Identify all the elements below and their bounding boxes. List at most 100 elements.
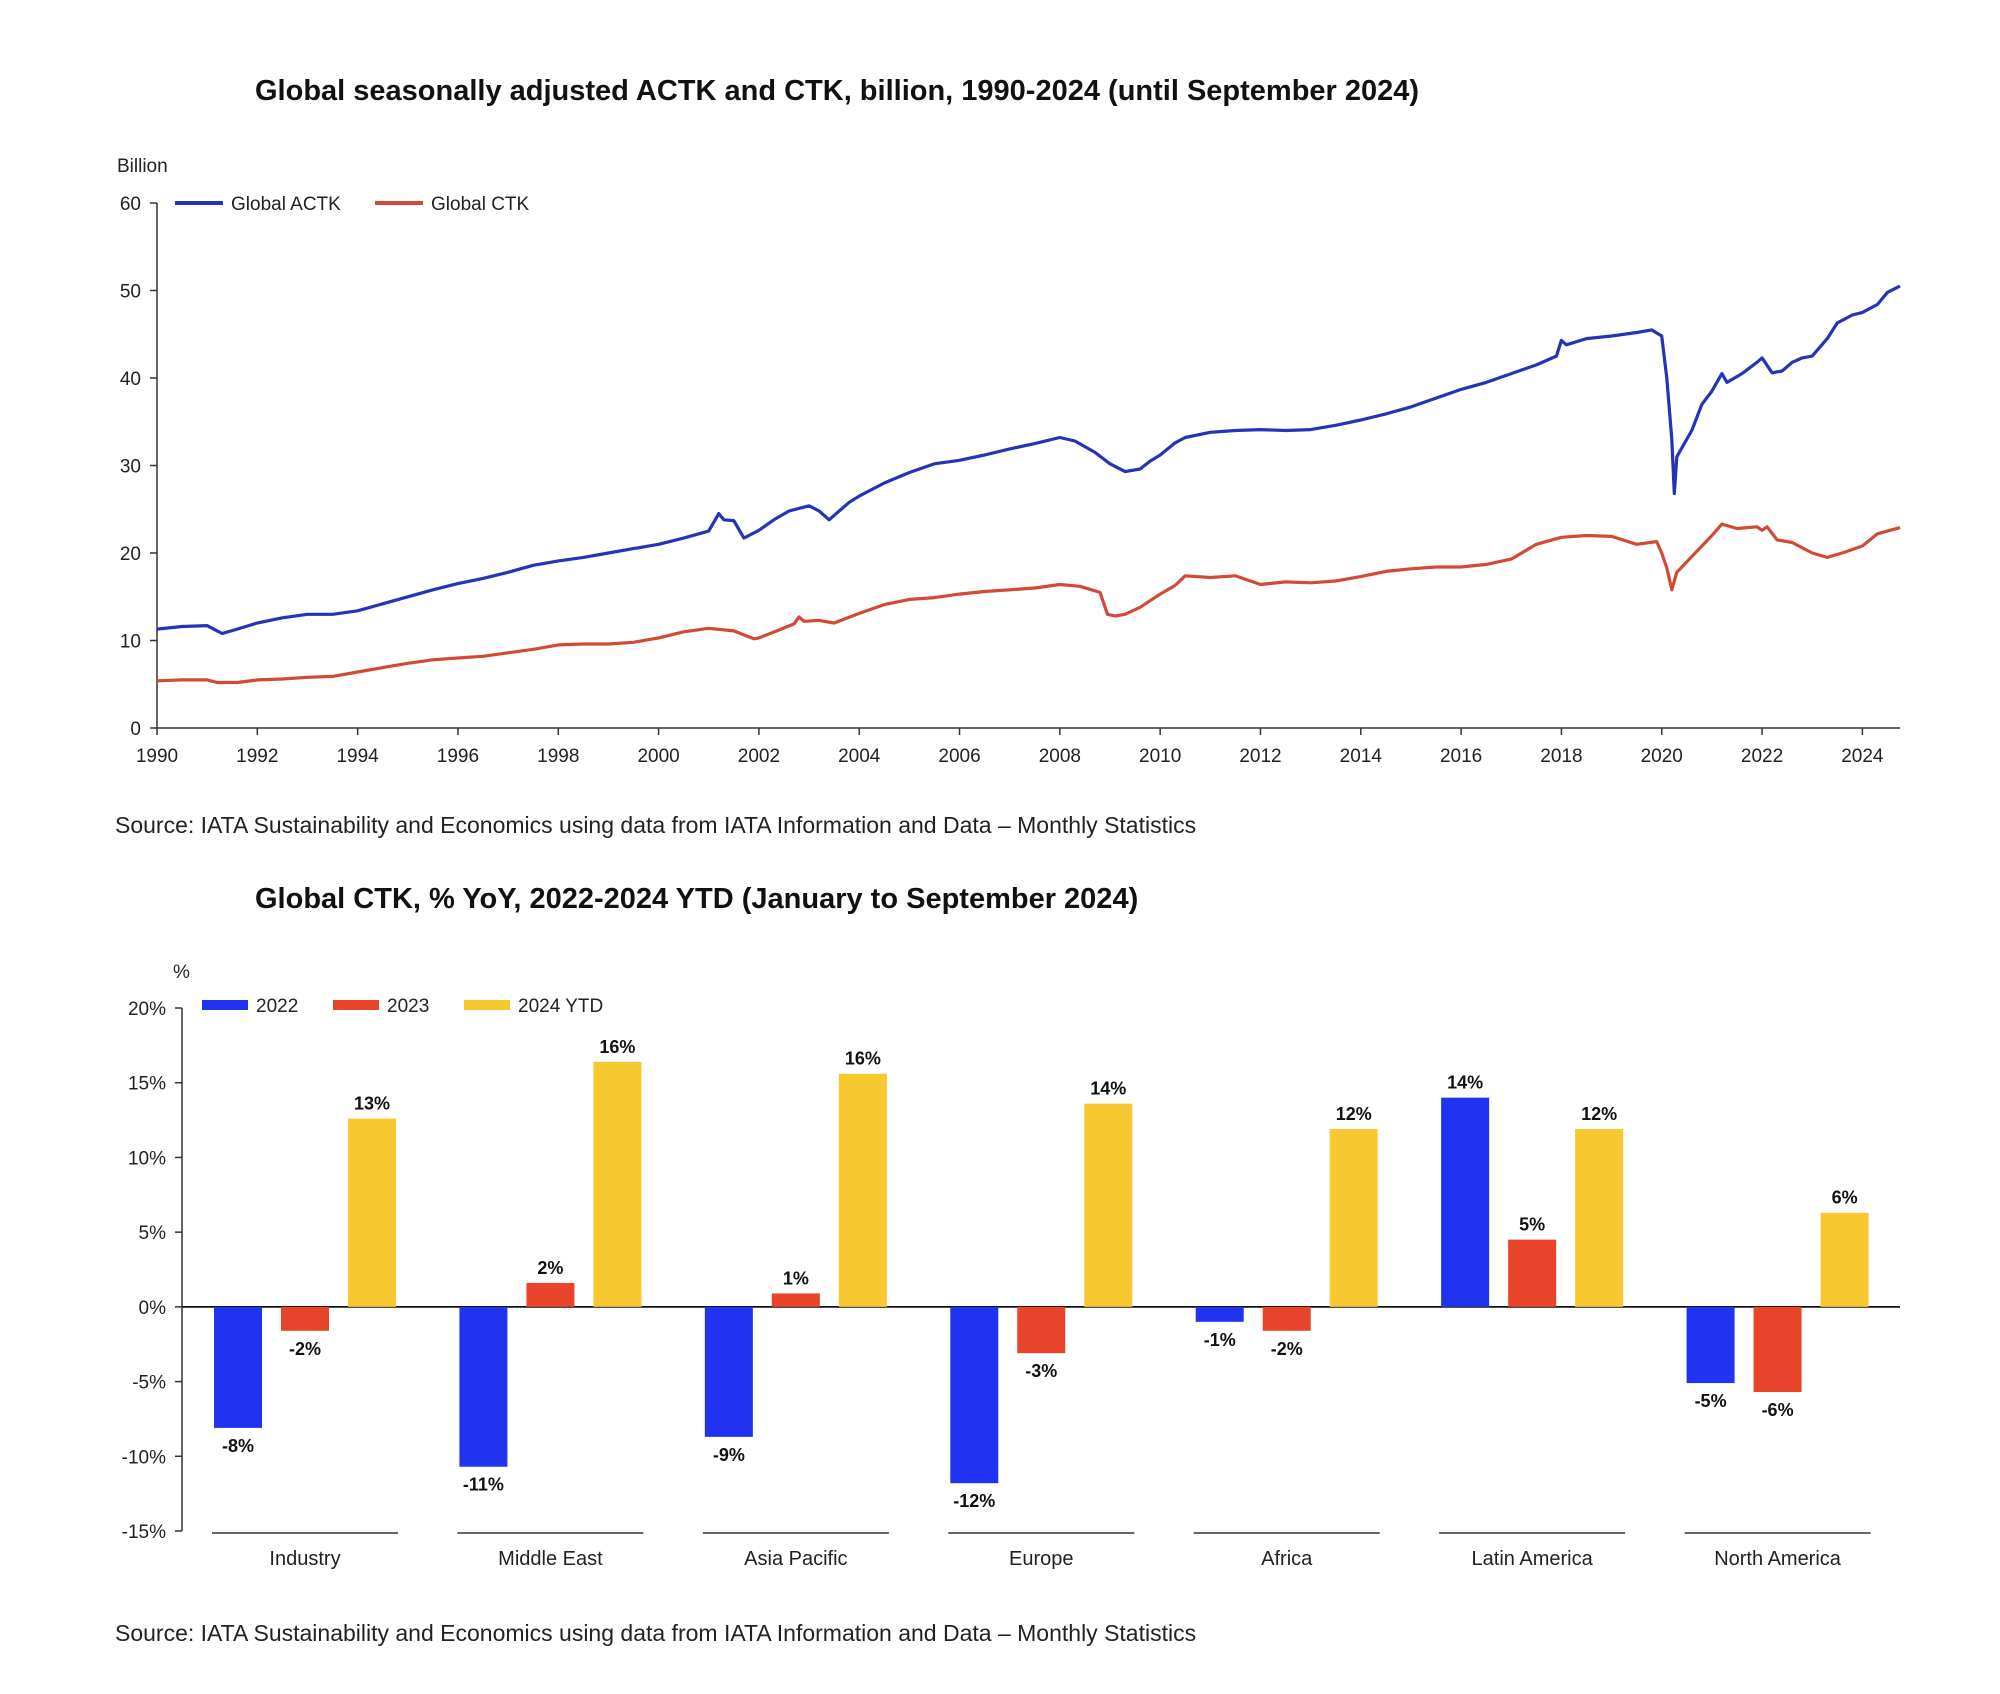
- legend-label-global-actk: Global ACTK: [231, 194, 341, 215]
- data-label-middle-east-2023: 2%: [537, 1258, 563, 1278]
- bar-africa-2023: [1262, 1306, 1311, 1331]
- line-chart-x-tick-label: 2006: [938, 746, 980, 767]
- bar-group-industry: -8% -2% 13% Industry: [212, 1094, 398, 1570]
- data-label-middle-east-2024-ytd: 16%: [599, 1037, 635, 1057]
- bar-latin-america-2022: [1441, 1097, 1490, 1307]
- line-chart-x-tick-label: 1992: [236, 746, 278, 767]
- data-label-middle-east-2022: -11%: [463, 1475, 504, 1495]
- line-chart-source: Source: IATA Sustainability and Economic…: [115, 812, 1197, 838]
- bar-asia-pacific-2023: [771, 1293, 820, 1307]
- line-chart-x-tick-label: 2016: [1440, 746, 1482, 767]
- legend-swatch-2024-ytd: [464, 1000, 510, 1010]
- bar-chart-source: Source: IATA Sustainability and Economic…: [115, 1620, 1197, 1646]
- bar-asia-pacific-2024-ytd: [838, 1073, 887, 1307]
- category-label-middle-east: Middle East: [498, 1548, 603, 1570]
- data-label-africa-2022: -1%: [1204, 1330, 1236, 1350]
- line-chart-x-tick-label: 2024: [1841, 746, 1884, 767]
- data-label-latin-america-2024-ytd: 12%: [1581, 1104, 1617, 1124]
- bar-industry-2024-ytd: [348, 1118, 396, 1307]
- line-chart-x-tick-label: 2018: [1540, 746, 1582, 767]
- line-chart-y-tick-label: 20: [120, 544, 141, 565]
- data-label-africa-2024-ytd: 12%: [1336, 1104, 1372, 1124]
- line-chart-y-tick-label: 10: [120, 632, 141, 653]
- series-line-global-ctk: [156, 522, 1901, 685]
- bar-chart-legend: 2022 2023 2024 YTD: [202, 996, 603, 1017]
- legend-label-2024-ytd: 2024 YTD: [518, 996, 603, 1017]
- line-chart-x-tick-label: 1996: [437, 746, 479, 767]
- bar-group-asia-pacific: -9% 1% 16% Asia Pacific: [702, 1049, 889, 1570]
- bar-chart-title: Global CTK, % YoY, 2022-2024 YTD (Januar…: [255, 883, 1139, 915]
- data-label-asia-pacific-2022: -9%: [713, 1445, 745, 1465]
- bar-group-europe: -12% -3% 14% Europe: [948, 1079, 1135, 1570]
- data-label-industry-2023: -2%: [289, 1339, 321, 1359]
- bar-group-africa: -1% -2% 12% Africa: [1193, 1104, 1380, 1570]
- bar-group-latin-america: 14% 5% 12% Latin America: [1439, 1073, 1626, 1570]
- data-label-north-america-2022: -5%: [1695, 1391, 1727, 1411]
- bar-industry-2022: [214, 1306, 262, 1428]
- bar-middle-east-2023: [526, 1282, 575, 1307]
- data-label-europe-2022: -12%: [953, 1491, 995, 1511]
- data-label-north-america-2024-ytd: 6%: [1832, 1188, 1858, 1208]
- bar-chart-y-tick-label: 20%: [128, 999, 166, 1020]
- bar-middle-east-2022: [459, 1306, 508, 1467]
- data-label-asia-pacific-2023: 1%: [783, 1268, 809, 1288]
- legend-label-2022: 2022: [256, 996, 298, 1017]
- bar-industry-2023: [281, 1306, 329, 1331]
- category-label-europe: Europe: [1009, 1548, 1074, 1570]
- legend-label-2023: 2023: [387, 996, 429, 1017]
- legend-swatch-2022: [202, 1000, 248, 1010]
- line-chart-y-tick-label: 50: [120, 282, 141, 303]
- category-label-industry: Industry: [269, 1548, 340, 1570]
- line-chart-series: [156, 284, 1901, 685]
- bar-north-america-2023: [1753, 1306, 1802, 1393]
- data-label-latin-america-2023: 5%: [1519, 1215, 1545, 1235]
- category-label-north-america: North America: [1714, 1548, 1842, 1570]
- line-chart-x-tick-label: 2004: [838, 746, 881, 767]
- line-chart-x-tick-label: 2008: [1039, 746, 1081, 767]
- line-chart-title: Global seasonally adjusted ACTK and CTK,…: [255, 75, 1420, 107]
- bar-chart-y-tick-label: 15%: [128, 1074, 166, 1095]
- line-chart-x-tick-label: 2010: [1139, 746, 1181, 767]
- bar-europe-2022: [950, 1306, 999, 1484]
- line-chart-x-tick-label: 1994: [336, 746, 379, 767]
- bar-europe-2024-ytd: [1084, 1103, 1133, 1307]
- bar-asia-pacific-2022: [704, 1306, 753, 1437]
- bar-europe-2023: [1017, 1306, 1066, 1354]
- bar-chart-y-tick-label: -5%: [132, 1373, 166, 1394]
- data-label-asia-pacific-2024-ytd: 16%: [845, 1049, 881, 1069]
- data-label-europe-2024-ytd: 14%: [1090, 1079, 1126, 1099]
- legend-swatch-2023: [333, 1000, 379, 1010]
- bar-north-america-2022: [1686, 1306, 1735, 1384]
- line-chart-y-tick-label: 30: [120, 457, 141, 478]
- bar-chart-y-tick-label: 10%: [128, 1148, 166, 1169]
- line-chart-x-tick-label: 2012: [1239, 746, 1281, 767]
- line-chart-y-tick-label: 60: [120, 194, 141, 215]
- line-chart: Billion 0 10 20 30 40 50 60 1990 1992 1994 1996 199…: [117, 156, 1901, 767]
- category-label-latin-america: Latin America: [1472, 1548, 1594, 1570]
- data-label-latin-america-2022: 14%: [1447, 1073, 1483, 1093]
- line-chart-x-tick-label: 2014: [1340, 746, 1383, 767]
- data-label-africa-2023: -2%: [1271, 1339, 1303, 1359]
- bar-latin-america-2023: [1508, 1239, 1557, 1307]
- legend-label-global-ctk: Global CTK: [431, 194, 530, 215]
- data-label-industry-2022: -8%: [222, 1436, 254, 1456]
- line-chart-y-tick-label: 40: [120, 369, 141, 390]
- line-chart-y-unit: Billion: [117, 156, 168, 177]
- line-chart-axes: 0 10 20 30 40 50 60 1990 1992 1994 1996 1998 2000 200…: [120, 194, 1900, 767]
- bar-group-north-america: -5% -6% 6% North America: [1684, 1188, 1871, 1570]
- line-chart-y-tick-label: 0: [130, 719, 141, 740]
- bar-africa-2024-ytd: [1329, 1129, 1378, 1307]
- bar-chart-bars: -8% -2% 13% Industry -11% 2% 16% Middle East -9%…: [212, 1037, 1871, 1570]
- bar-middle-east-2024-ytd: [593, 1061, 642, 1307]
- bar-chart-y-tick-label: 5%: [139, 1223, 167, 1244]
- line-chart-x-tick-label: 2022: [1741, 746, 1783, 767]
- data-label-north-america-2023: -6%: [1762, 1400, 1794, 1420]
- bar-north-america-2024-ytd: [1820, 1212, 1869, 1307]
- bar-group-middle-east: -11% 2% 16% Middle East: [457, 1037, 644, 1570]
- bar-chart-y-tick-label: -15%: [122, 1522, 166, 1543]
- line-chart-x-tick-label: 2000: [637, 746, 679, 767]
- category-label-asia-pacific: Asia Pacific: [744, 1548, 847, 1570]
- bar-chart-y-tick-label: 0%: [139, 1298, 167, 1319]
- category-label-africa: Africa: [1261, 1548, 1313, 1570]
